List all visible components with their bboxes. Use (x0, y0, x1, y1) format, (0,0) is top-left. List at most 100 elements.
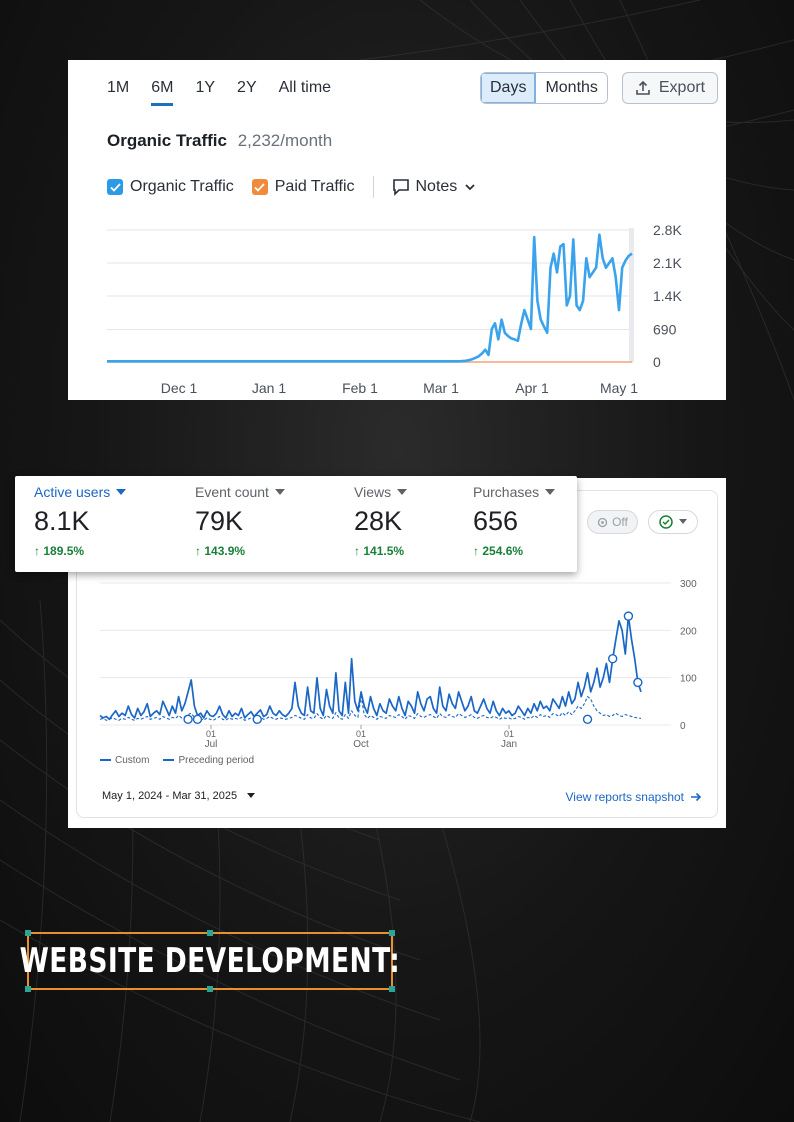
snapshot-link-label: View reports snapshot (565, 790, 684, 804)
check-circle-icon (659, 515, 673, 529)
x-tick-label: Dec 1 (161, 380, 198, 396)
series-line-organic (107, 233, 633, 363)
page-title: Organic Traffic 2,232/month (107, 131, 332, 151)
annotation-marker (633, 677, 643, 688)
metric-label[interactable]: Event count (195, 484, 285, 500)
arrow-right-icon (691, 792, 702, 802)
y-tick-label: 690 (653, 321, 677, 337)
x-tick-day: 01 (206, 729, 216, 739)
series-line-custom (99, 615, 642, 721)
x-tick-label: Jan 1 (252, 380, 286, 396)
metric-label[interactable]: Purchases (473, 484, 556, 500)
metric-value: 8.1K (34, 506, 90, 536)
annotation-marker (582, 714, 593, 725)
metric-delta: ↑ 189.5% (34, 544, 85, 558)
x-tick-day: 01 (504, 729, 514, 739)
annotation-marker (183, 714, 193, 725)
spark-icon (597, 517, 608, 527)
granularity-toggle: Days Months (480, 72, 608, 104)
date-range-label: May 1, 2024 - Mar 31, 2025 (102, 790, 238, 802)
metric-value: 656 (473, 506, 519, 536)
metric-label[interactable]: Views (354, 484, 408, 500)
chart-legend: Custom Preceding period (100, 755, 254, 766)
x-tick-month: Oct (353, 739, 369, 750)
chevron-down-icon (465, 184, 475, 191)
selection-handle (389, 930, 395, 936)
metric-delta-value: 141.5% (363, 544, 405, 558)
annotation-marker (252, 714, 262, 725)
range-tabs: 1M 6M 1Y 2Y All time (107, 79, 353, 106)
series-line-preceding (99, 696, 642, 721)
caret-down-icon (397, 489, 408, 495)
x-tick-month: Jan (501, 739, 517, 750)
caret-down-icon (247, 793, 256, 798)
checkbox-checked-icon (107, 179, 123, 195)
date-range-selector[interactable]: May 1, 2024 - Mar 31, 2025 (102, 790, 256, 802)
range-tab[interactable]: 1Y (195, 79, 216, 96)
metric-title: Organic Traffic (107, 131, 227, 150)
checkbox-checked-icon (251, 179, 268, 195)
metrics-card: Active users 8.1K ↑ 189.5% Event count 7… (15, 476, 577, 572)
x-tick-label: Feb 1 (342, 380, 378, 396)
legend-label: Custom (115, 755, 150, 766)
selection-handle (25, 930, 31, 936)
off-chip[interactable]: Off (587, 510, 638, 534)
caret-down-icon (545, 489, 556, 495)
metric-value: 79K (195, 506, 244, 536)
metric-label-text: Views (354, 484, 392, 500)
view-reports-snapshot-link[interactable]: View reports snapshot (565, 790, 702, 804)
notes-dropdown[interactable]: Notes (392, 178, 478, 196)
x-tick-label: Mar 1 (423, 380, 459, 396)
range-handle (629, 228, 634, 362)
legend-label: Preceding period (178, 755, 255, 766)
comment-icon (392, 179, 409, 196)
metric-delta-value: 143.9% (204, 544, 246, 558)
y-tick-label: 1.4K (653, 288, 682, 304)
metric-value: 28K (354, 506, 403, 536)
legend-label: Organic Traffic (130, 178, 234, 195)
x-tick-day: 01 (356, 729, 366, 739)
y-tick-label: 300 (680, 579, 697, 590)
x-tick-month: Jul (205, 739, 218, 750)
metric-delta-value: 254.6% (482, 544, 524, 558)
export-button[interactable]: Export (622, 72, 718, 104)
legend-paid-traffic[interactable]: Paid Traffic (251, 178, 355, 196)
caret-down-icon (274, 489, 285, 495)
selection-handle (389, 986, 395, 992)
range-tab[interactable]: All time (278, 79, 332, 96)
legend-label: Paid Traffic (274, 178, 355, 195)
months-button[interactable]: Months (536, 73, 607, 103)
range-tab-active[interactable]: 6M (151, 79, 174, 106)
organic-traffic-panel: 1M 6M 1Y 2Y All time Days Months Export … (68, 60, 726, 400)
legend-preceding-period: Preceding period (163, 755, 254, 766)
metric-title-value: 2,232/month (237, 131, 333, 150)
selection-handle (25, 986, 31, 992)
annotation-marker (607, 654, 618, 664)
banner-title: WEBSITE DEVELOPMENT: (19, 941, 401, 981)
metric-delta: ↑ 141.5% (354, 544, 405, 558)
legend-custom: Custom (100, 755, 149, 766)
chart-legend: Organic Traffic Paid Traffic Notes (107, 176, 495, 198)
off-chip-label: Off (612, 515, 628, 529)
days-button[interactable]: Days (481, 73, 537, 103)
x-tick-label: Apr 1 (515, 380, 549, 396)
metric-label-text: Event count (195, 484, 269, 500)
status-chip[interactable] (648, 510, 698, 534)
notes-label: Notes (415, 178, 458, 195)
section-banner: WEBSITE DEVELOPMENT: (20, 930, 400, 992)
x-tick-label: May 1 (600, 380, 638, 396)
export-label: Export (658, 79, 706, 96)
y-tick-label: 200 (680, 626, 697, 637)
metric-label[interactable]: Active users (34, 484, 127, 500)
caret-down-icon (116, 489, 127, 495)
legend-organic-traffic[interactable]: Organic Traffic (107, 178, 234, 196)
metric-label-text: Active users (34, 484, 111, 500)
range-tab[interactable]: 1M (107, 79, 130, 96)
y-tick-label: 0 (680, 721, 686, 732)
metric-delta-value: 189.5% (43, 544, 85, 558)
metric-delta: ↑ 254.6% (473, 544, 524, 558)
organic-traffic-chart: 0 690 1.4K 2.1K 2.8K Dec 1 Jan 1 Feb 1 Mar 1 Apr … (107, 222, 682, 396)
range-tab[interactable]: 2Y (237, 79, 257, 96)
annotation-marker (623, 611, 634, 621)
